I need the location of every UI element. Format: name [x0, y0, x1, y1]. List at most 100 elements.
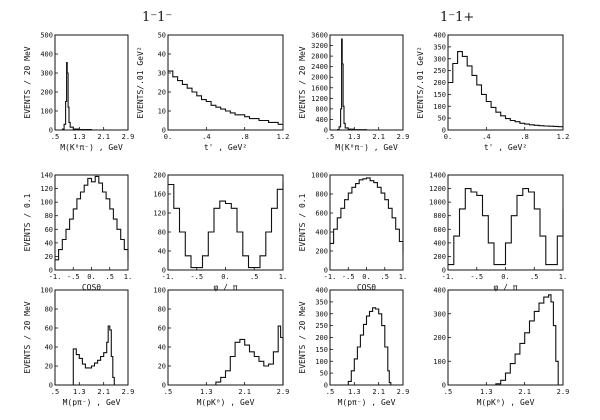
- panel-12-ytick-label: 0: [442, 382, 446, 390]
- panel-11-xtick-label: .5: [326, 388, 334, 396]
- panel-7-ytick-label: 3200: [311, 42, 328, 50]
- panel-12-ytick-label: 300: [433, 310, 446, 318]
- panel-12-xtick-label: 1.3: [480, 388, 493, 396]
- panel-9-xtick-label: -.5: [342, 273, 355, 281]
- panel-1-ytick-label: 300: [40, 70, 53, 78]
- panel-12-xtick-label: 2.9: [557, 388, 570, 396]
- panel-3-xtick-label: -.5: [67, 273, 80, 281]
- panel-11-ytick-label: 0: [324, 382, 328, 390]
- panel-3-ytick-label: 100: [40, 199, 53, 207]
- panel-3-xtick-label: -1.: [49, 273, 62, 281]
- section-heading-1m1p: 1⁻1+: [440, 10, 475, 25]
- panel-9-ytick-label: 200: [315, 248, 328, 256]
- panel-4-ytick-label: 120: [153, 210, 166, 218]
- panel-7-ytick-label: 1200: [311, 95, 328, 103]
- panel-11-ytick-label: 400: [315, 287, 328, 295]
- panel-5-histogram: [71, 325, 116, 386]
- panel-12-ytick-label: 100: [433, 358, 446, 366]
- panel-5-ytick-label: 60: [45, 325, 53, 333]
- panel-12-xtick-label: 2.1: [518, 388, 531, 396]
- panel-1-xlabel: M(K⁰π⁻) , GeV: [60, 143, 123, 152]
- panel-6-xtick-label: .5: [164, 388, 172, 396]
- panel-4-xtick-label: 0.: [221, 273, 229, 281]
- panel-1-xtick-label: 1.3: [73, 133, 86, 141]
- panel-9-xtick-label: 1.: [399, 273, 407, 281]
- panel-8-xtick-label: 0.: [444, 133, 452, 141]
- panel-4-xlabel: φ / π: [213, 283, 237, 292]
- panel-10-ytick-label: 1400: [429, 172, 446, 180]
- panel-8-ytick-label: 100: [433, 103, 446, 111]
- panel-5-xtick-label: 1.3: [73, 388, 86, 396]
- panel-8-xtick-label: .4: [482, 133, 490, 141]
- panel-5-xlabel: M(pπ⁻) , GeV: [63, 398, 121, 407]
- panel-8-histogram: [448, 51, 564, 128]
- panel-10-ytick-label: 600: [433, 226, 446, 234]
- panel-9-xtick-label: 0.: [362, 273, 370, 281]
- panel-12-ytick-label: 400: [433, 287, 446, 295]
- panel-2-ytick-label: 20: [158, 89, 166, 97]
- panel-8-ytick-label: 350: [433, 43, 446, 51]
- panel-5-ytick-label: 20: [45, 363, 53, 371]
- panel-10-ytick-label: 800: [433, 212, 446, 220]
- panel-8-xlabel: t' , GeV²: [484, 143, 527, 152]
- panel-5-ytick-label: 100: [40, 287, 53, 295]
- panel-3-ytick-label: 40: [45, 239, 53, 247]
- panel-9-ytick-label: 1000: [311, 172, 328, 180]
- panel-2-ylabel: EVENTS/.01 GeV²: [136, 46, 145, 118]
- panel-6-xtick-label: 2.9: [277, 388, 290, 396]
- panel-10-xtick-label: 1.: [559, 273, 567, 281]
- panel-4-ytick-label: 80: [158, 229, 166, 237]
- panel-2-ytick-label: 40: [158, 51, 166, 59]
- panel-9-xtick-label: -1.: [324, 273, 337, 281]
- panel-7-ytick-label: 0: [324, 127, 328, 135]
- panel-10-ytick-label: 1200: [429, 185, 446, 193]
- panel-7-ytick-label: 3600: [311, 32, 328, 40]
- panel-11-ytick-label: 300: [315, 310, 328, 318]
- panel-4-histogram: [168, 182, 284, 269]
- panel-9-ytick-label: 800: [315, 191, 328, 199]
- panel-6-ytick-label: 20: [158, 363, 166, 371]
- panel-3-ytick-label: 140: [40, 172, 53, 180]
- panel-6-ytick-label: 0: [162, 382, 166, 390]
- panel-4-ytick-label: 160: [153, 191, 166, 199]
- panel-9-xlabel: COSθ: [357, 283, 376, 292]
- panel-7-xlabel: M(K⁰π⁻) , GeV: [335, 143, 398, 152]
- panel-8-ytick-label: 400: [433, 32, 446, 40]
- panel-2-ytick-label: 10: [158, 108, 166, 116]
- panel-1-xtick-label: 2.9: [122, 133, 135, 141]
- panel-7-histogram: [330, 38, 403, 131]
- panel-2-xtick-label: .4: [202, 133, 210, 141]
- panel-2-xtick-label: .8: [240, 133, 248, 141]
- panel-1-ylabel: EVENTS / 20 MeV: [23, 46, 32, 118]
- panel-7-ylabel: EVENTS / 20 MeV: [298, 46, 307, 118]
- panel-1-xtick-label: 2.1: [97, 133, 110, 141]
- panel-3-ytick-label: 80: [45, 212, 53, 220]
- panel-11-frame: [329, 289, 404, 386]
- panel-1-ytick-label: 200: [40, 89, 53, 97]
- panel-2-histogram: [168, 70, 283, 125]
- panel-4-ytick-label: 200: [153, 172, 166, 180]
- panel-3-xtick-label: 1.: [124, 273, 132, 281]
- panel-5-xtick-label: .5: [51, 388, 59, 396]
- panel-9-ytick-label: 600: [315, 210, 328, 218]
- panel-3-ytick-label: 120: [40, 185, 53, 193]
- panel-6-xtick-label: 1.3: [200, 388, 213, 396]
- panel-2-xtick-label: 1.2: [277, 133, 290, 141]
- panel-5-xtick-label: 2.1: [97, 388, 110, 396]
- panel-3-histogram: [55, 175, 129, 261]
- panel-5-frame: [54, 289, 129, 386]
- panel-7-xtick-label: 2.9: [397, 133, 410, 141]
- panel-7-ytick-label: 2400: [311, 63, 328, 71]
- panel-6-histogram: [213, 325, 284, 386]
- panel-3-xtick-label: 0.: [87, 273, 95, 281]
- panel-6-ytick-label: 100: [153, 287, 166, 295]
- panel-7-ytick-label: 400: [315, 116, 328, 124]
- panel-10-xtick-label: .5: [530, 273, 538, 281]
- panel-5-ytick-label: 80: [45, 306, 53, 314]
- panel-9-ytick-label: 400: [315, 229, 328, 237]
- panel-8-ytick-label: 250: [433, 67, 446, 75]
- panel-9-histogram: [330, 177, 404, 253]
- panel-10-xtick-label: -.5: [470, 273, 483, 281]
